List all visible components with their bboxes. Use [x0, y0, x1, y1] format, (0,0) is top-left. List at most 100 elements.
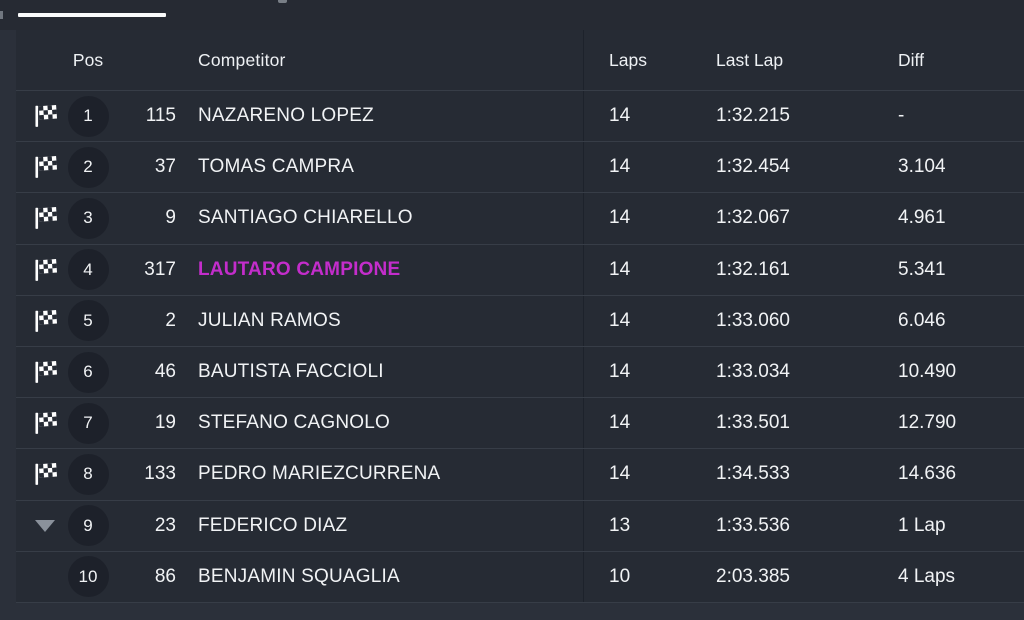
laps-value: 14: [609, 207, 631, 229]
car-number: 23: [154, 514, 176, 536]
checkered-flag-icon: [32, 410, 58, 436]
car-number: 9: [165, 207, 176, 229]
table-row[interactable]: 3 9 SANTIAGO CHIARELLO 14 1:32.067 4.961: [16, 193, 1024, 245]
diff-value: 10.490: [898, 361, 957, 383]
cropped-edge-fragment: [0, 11, 3, 19]
position-number: 2: [83, 157, 93, 177]
competitor-name: FEDERICO DIAZ: [198, 514, 348, 536]
header-pos: Pos: [72, 49, 104, 70]
position-badge: 3: [67, 197, 109, 239]
checkered-flag-icon: [32, 461, 58, 487]
car-number: 133: [144, 463, 176, 485]
diff-value: -: [898, 105, 905, 127]
position-number: 6: [83, 362, 93, 382]
table-row[interactable]: 9 23 FEDERICO DIAZ 13 1:33.536 1 Lap: [16, 500, 1024, 552]
competitor-name: TOMAS CAMPRA: [198, 156, 355, 178]
last-lap-value: 1:33.060: [716, 309, 790, 331]
laps-value: 14: [609, 361, 631, 383]
table-row[interactable]: 5 2 JULIAN RAMOS 14 1:33.060 6.046: [16, 295, 1024, 347]
laps-value: 14: [609, 309, 631, 331]
position-number: 10: [78, 566, 98, 586]
last-lap-value: 1:33.536: [716, 514, 790, 536]
car-number: 115: [145, 105, 176, 127]
diff-value: 4.961: [898, 207, 946, 229]
diff-value: 6.046: [898, 309, 946, 331]
diff-value: 3.104: [898, 156, 946, 178]
competitor-name: PEDRO MARIEZCURRENA: [198, 463, 441, 485]
laps-value: 14: [609, 412, 631, 434]
table-row[interactable]: 1 115 NAZARENO LOPEZ 14 1:32.215 -: [16, 91, 1024, 143]
table-row[interactable]: 2 37 TOMAS CAMPRA 14 1:32.454 3.104: [16, 142, 1024, 194]
position-badge: 7: [67, 402, 109, 444]
table-row[interactable]: 8 133 PEDRO MARIEZCURRENA 14 1:34.533 14…: [16, 449, 1024, 501]
last-lap-value: 1:33.501: [716, 412, 790, 434]
header-laps: Laps: [583, 30, 708, 90]
car-number: 19: [154, 412, 176, 434]
position-badge: 10: [67, 556, 109, 598]
checkered-flag-icon: [32, 257, 58, 283]
competitor-name: BENJAMIN SQUAGLIA: [198, 565, 400, 587]
competitor-name: SANTIAGO CHIARELLO: [198, 207, 413, 229]
laps-value: 14: [609, 463, 631, 485]
competitor-name: BAUTISTA FACCIOLI: [198, 361, 384, 383]
laps-value: 10: [609, 565, 631, 587]
diff-value: 14.636: [898, 463, 957, 485]
position-down-icon: [34, 519, 55, 532]
checkered-flag-icon: [32, 205, 58, 231]
position-badge: 2: [67, 146, 109, 188]
position-number: 7: [83, 413, 93, 433]
car-number: 37: [154, 156, 176, 178]
tab-bar: [0, 0, 1024, 30]
competitor-name: STEFANO CAGNOLO: [198, 412, 390, 434]
table-row[interactable]: 6 46 BAUTISTA FACCIOLI 14 1:33.034 10.49…: [16, 346, 1024, 399]
position-number: 5: [83, 310, 93, 330]
cropped-text-fragment: [278, 0, 287, 3]
diff-value: 1 Lap: [898, 514, 946, 536]
table-row[interactable]: 7 19 STEFANO CAGNOLO 14 1:33.501 12.790: [16, 398, 1024, 450]
last-lap-value: 1:32.215: [716, 105, 790, 127]
last-lap-value: 2:03.385: [716, 565, 790, 587]
position-number: 4: [83, 259, 93, 279]
position-badge: 8: [67, 453, 109, 495]
position-number: 1: [83, 106, 93, 126]
position-badge: 5: [67, 300, 109, 342]
position-badge: 4: [67, 249, 109, 291]
checkered-flag-icon: [32, 154, 58, 180]
position-number: 9: [83, 515, 93, 535]
results-table: Pos Competitor Laps Last Lap Diff 1 115 …: [16, 30, 1024, 603]
table-row[interactable]: 10 86 BENJAMIN SQUAGLIA 10 2:03.385 4 La…: [16, 551, 1024, 603]
position-badge: 6: [67, 351, 109, 393]
position-badge: 1: [67, 95, 109, 137]
last-lap-value: 1:32.161: [716, 258, 790, 280]
laps-value: 14: [609, 105, 631, 127]
competitor-name: NAZARENO LOPEZ: [198, 105, 374, 127]
laps-value: 13: [609, 514, 631, 536]
header-last-lap: Last Lap: [716, 49, 784, 70]
car-number: 86: [154, 565, 176, 587]
last-lap-value: 1:32.067: [716, 207, 790, 229]
laps-value: 14: [609, 258, 631, 280]
competitor-name-highlighted: LAUTARO CAMPIONE: [198, 258, 401, 280]
checkered-flag-icon: [32, 359, 58, 385]
position-badge: 9: [67, 505, 109, 547]
active-tab-underline[interactable]: [18, 13, 166, 17]
diff-value: 5.341: [898, 258, 946, 280]
laps-value: 14: [609, 156, 631, 178]
competitor-name: JULIAN RAMOS: [198, 309, 341, 331]
checkered-flag-icon: [32, 103, 58, 129]
header-diff: Diff: [898, 49, 924, 70]
last-lap-value: 1:32.454: [716, 156, 790, 178]
position-number: 8: [83, 464, 93, 484]
car-number: 2: [165, 309, 176, 331]
header-competitor: Competitor: [198, 49, 286, 70]
position-number: 3: [83, 208, 93, 228]
diff-value: 12.790: [898, 412, 957, 434]
checkered-flag-icon: [32, 308, 58, 334]
car-number: 317: [144, 258, 176, 280]
last-lap-value: 1:33.034: [716, 361, 790, 383]
table-header-row: Pos Competitor Laps Last Lap Diff: [16, 30, 1024, 91]
table-row[interactable]: 4 317 LAUTARO CAMPIONE 14 1:32.161 5.341: [16, 244, 1024, 296]
diff-value: 4 Laps: [898, 565, 956, 587]
car-number: 46: [154, 361, 176, 383]
last-lap-value: 1:34.533: [716, 463, 790, 485]
